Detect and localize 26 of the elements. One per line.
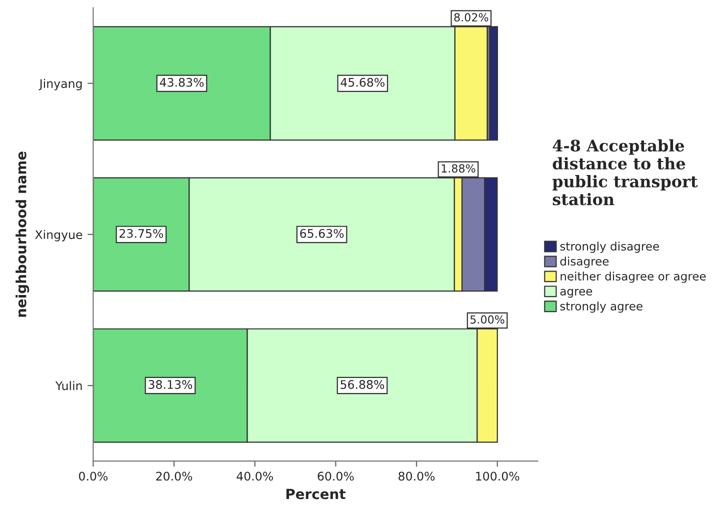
legend-label: disagree	[560, 256, 609, 268]
x-axis-title: Percent	[286, 488, 346, 500]
y-tick-label: Yulin	[55, 381, 82, 390]
data-label: 1.88%	[442, 164, 476, 173]
y-tick-label: Jinyang	[38, 78, 82, 90]
data-label: 43.83%	[160, 78, 204, 87]
legend-label: neither disagree or agree	[560, 272, 706, 283]
x-tick-label: 60.0%	[318, 472, 354, 481]
data-label: 65.63%	[300, 228, 344, 238]
x-tick-label: 100.0%	[476, 472, 520, 481]
data-label: 5.00%	[470, 315, 504, 324]
data-label: 8.02%	[454, 13, 488, 22]
y-axis-title: neighbourhood name	[16, 152, 30, 317]
data-label: 56.88%	[340, 380, 384, 389]
legend-title: 4-8 Acceptable distance to the public transport station	[552, 139, 698, 206]
x-tick-label: 80.0%	[398, 472, 435, 481]
data-label: 23.75%	[120, 228, 164, 238]
x-tick-label: 20.0%	[156, 472, 192, 481]
legend-label: agree	[560, 288, 592, 298]
x-tick-label: 0.0%	[78, 472, 108, 481]
y-tick-label: Xingyue	[35, 230, 82, 242]
data-label: 38.13%	[148, 380, 192, 389]
x-tick-label: 40.0%	[236, 472, 273, 481]
data-label: 45.68%	[340, 78, 384, 87]
legend-label: strongly disagree	[560, 242, 659, 253]
legend-label: strongly agree	[560, 302, 642, 313]
